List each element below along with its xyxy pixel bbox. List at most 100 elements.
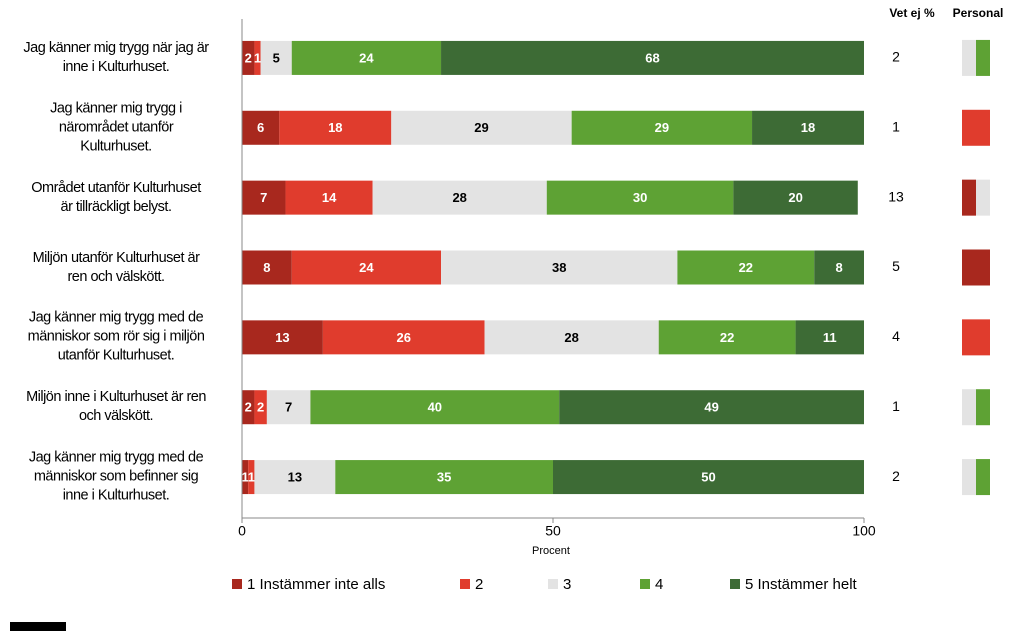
- vet-ej-value: 2: [892, 468, 900, 484]
- value-label: 13: [275, 330, 289, 345]
- value-label: 2: [245, 50, 252, 65]
- vet-ej-header: Vet ej %: [889, 6, 935, 20]
- value-label: 20: [788, 190, 802, 205]
- bar-segment: [242, 460, 249, 495]
- bar-segment: [733, 180, 858, 215]
- personal-mark: [962, 389, 976, 426]
- personal-mark: [976, 39, 990, 76]
- bar-segment: [391, 110, 572, 145]
- x-tick-label: 100: [852, 523, 876, 539]
- value-label: 13: [288, 470, 302, 485]
- bar-segment: [372, 180, 547, 215]
- legend-swatch: [548, 579, 558, 589]
- category-label: Miljön utanför Kulturhuset är ren och vä…: [32, 249, 200, 285]
- vet-ej-value: 5: [892, 258, 900, 274]
- bar-segment: [752, 110, 864, 145]
- legend-swatch: [232, 579, 242, 589]
- bar-segment: [242, 320, 323, 355]
- value-label: 68: [645, 50, 659, 65]
- value-label: 49: [704, 400, 718, 415]
- personal-mark: [976, 459, 990, 496]
- bar-segment: [814, 250, 864, 285]
- value-label: 6: [257, 120, 264, 135]
- bar-segment: [335, 460, 553, 495]
- bar-segment: [254, 40, 261, 75]
- value-label: 18: [328, 120, 342, 135]
- bar-segment: [795, 320, 864, 355]
- bar-segment: [559, 390, 864, 425]
- vet-ej-value: 13: [888, 188, 904, 204]
- legend-label: 2: [475, 576, 483, 593]
- bar-segment: [553, 460, 864, 495]
- value-label: 35: [437, 470, 451, 485]
- value-label: 2: [257, 400, 264, 415]
- bar-segment: [658, 320, 796, 355]
- value-label: 38: [552, 260, 566, 275]
- value-label: 18: [801, 120, 815, 135]
- category-label: Området utanför Kulturhuset är tillräckl…: [31, 179, 201, 215]
- value-label: 26: [396, 330, 410, 345]
- bar-segment: [291, 40, 442, 75]
- value-label: 22: [739, 260, 753, 275]
- personal-mark: [962, 39, 976, 76]
- value-label: 1: [254, 50, 261, 65]
- personal-mark: [962, 459, 976, 496]
- bar-segment: [285, 180, 373, 215]
- personal-mark: [976, 389, 990, 426]
- value-label: 30: [633, 190, 647, 205]
- legend-swatch: [640, 579, 650, 589]
- bar-segment: [484, 320, 659, 355]
- legend-label: 4: [655, 576, 663, 593]
- bar-segment: [260, 40, 292, 75]
- bar-segment: [677, 250, 815, 285]
- value-label: 28: [452, 190, 466, 205]
- value-label: 24: [359, 260, 374, 275]
- bar-segment: [248, 460, 255, 495]
- bar-segment: [310, 390, 560, 425]
- value-label: 40: [428, 400, 442, 415]
- bar-segment: [571, 110, 753, 145]
- x-tick-label: 50: [545, 523, 561, 539]
- value-label: 8: [263, 260, 270, 275]
- value-label: 50: [701, 470, 715, 485]
- bar-segment: [322, 320, 485, 355]
- value-label: 5: [273, 50, 280, 65]
- vet-ej-value: 1: [892, 118, 900, 134]
- category-label: Jag känner mig trygg i närområdet utanfö…: [50, 100, 182, 155]
- category-label: Miljön inne i Kulturhuset är ren och väl…: [26, 389, 206, 425]
- value-label: 7: [260, 190, 267, 205]
- value-label: 29: [655, 120, 669, 135]
- bar-segment: [242, 110, 280, 145]
- vet-ej-value: 4: [892, 328, 900, 344]
- bar-segment: [242, 180, 286, 215]
- bar-segment: [266, 390, 311, 425]
- legend-label: 3: [563, 576, 571, 593]
- legend-swatch: [460, 579, 470, 589]
- value-label: 29: [474, 120, 488, 135]
- value-label: 28: [564, 330, 578, 345]
- bar-segment: [291, 250, 442, 285]
- value-label: 24: [359, 50, 374, 65]
- value-label: 7: [285, 400, 292, 415]
- bar-segment: [546, 180, 734, 215]
- vet-ej-value: 2: [892, 49, 900, 65]
- bar-segment: [279, 110, 392, 145]
- bar-segment: [242, 250, 292, 285]
- bar-segment: [254, 460, 336, 495]
- value-label: 8: [836, 260, 843, 275]
- bar-segment: [242, 40, 255, 75]
- logo: [10, 622, 66, 631]
- legend-label: 1 Instämmer inte alls: [247, 576, 385, 593]
- bar-segment: [254, 390, 267, 425]
- value-label: 1: [241, 470, 248, 485]
- personal-header: Personal: [953, 6, 1004, 20]
- category-label: Jag känner mig trygg med de människor so…: [28, 449, 204, 504]
- value-label: 11: [823, 330, 837, 345]
- legend-label: 5 Instämmer helt: [745, 576, 858, 593]
- bar-segment: [441, 40, 864, 75]
- bar-segment: [242, 390, 255, 425]
- legend-swatch: [730, 579, 740, 589]
- category-label: Jag känner mig trygg när jag är inne i K…: [23, 39, 209, 75]
